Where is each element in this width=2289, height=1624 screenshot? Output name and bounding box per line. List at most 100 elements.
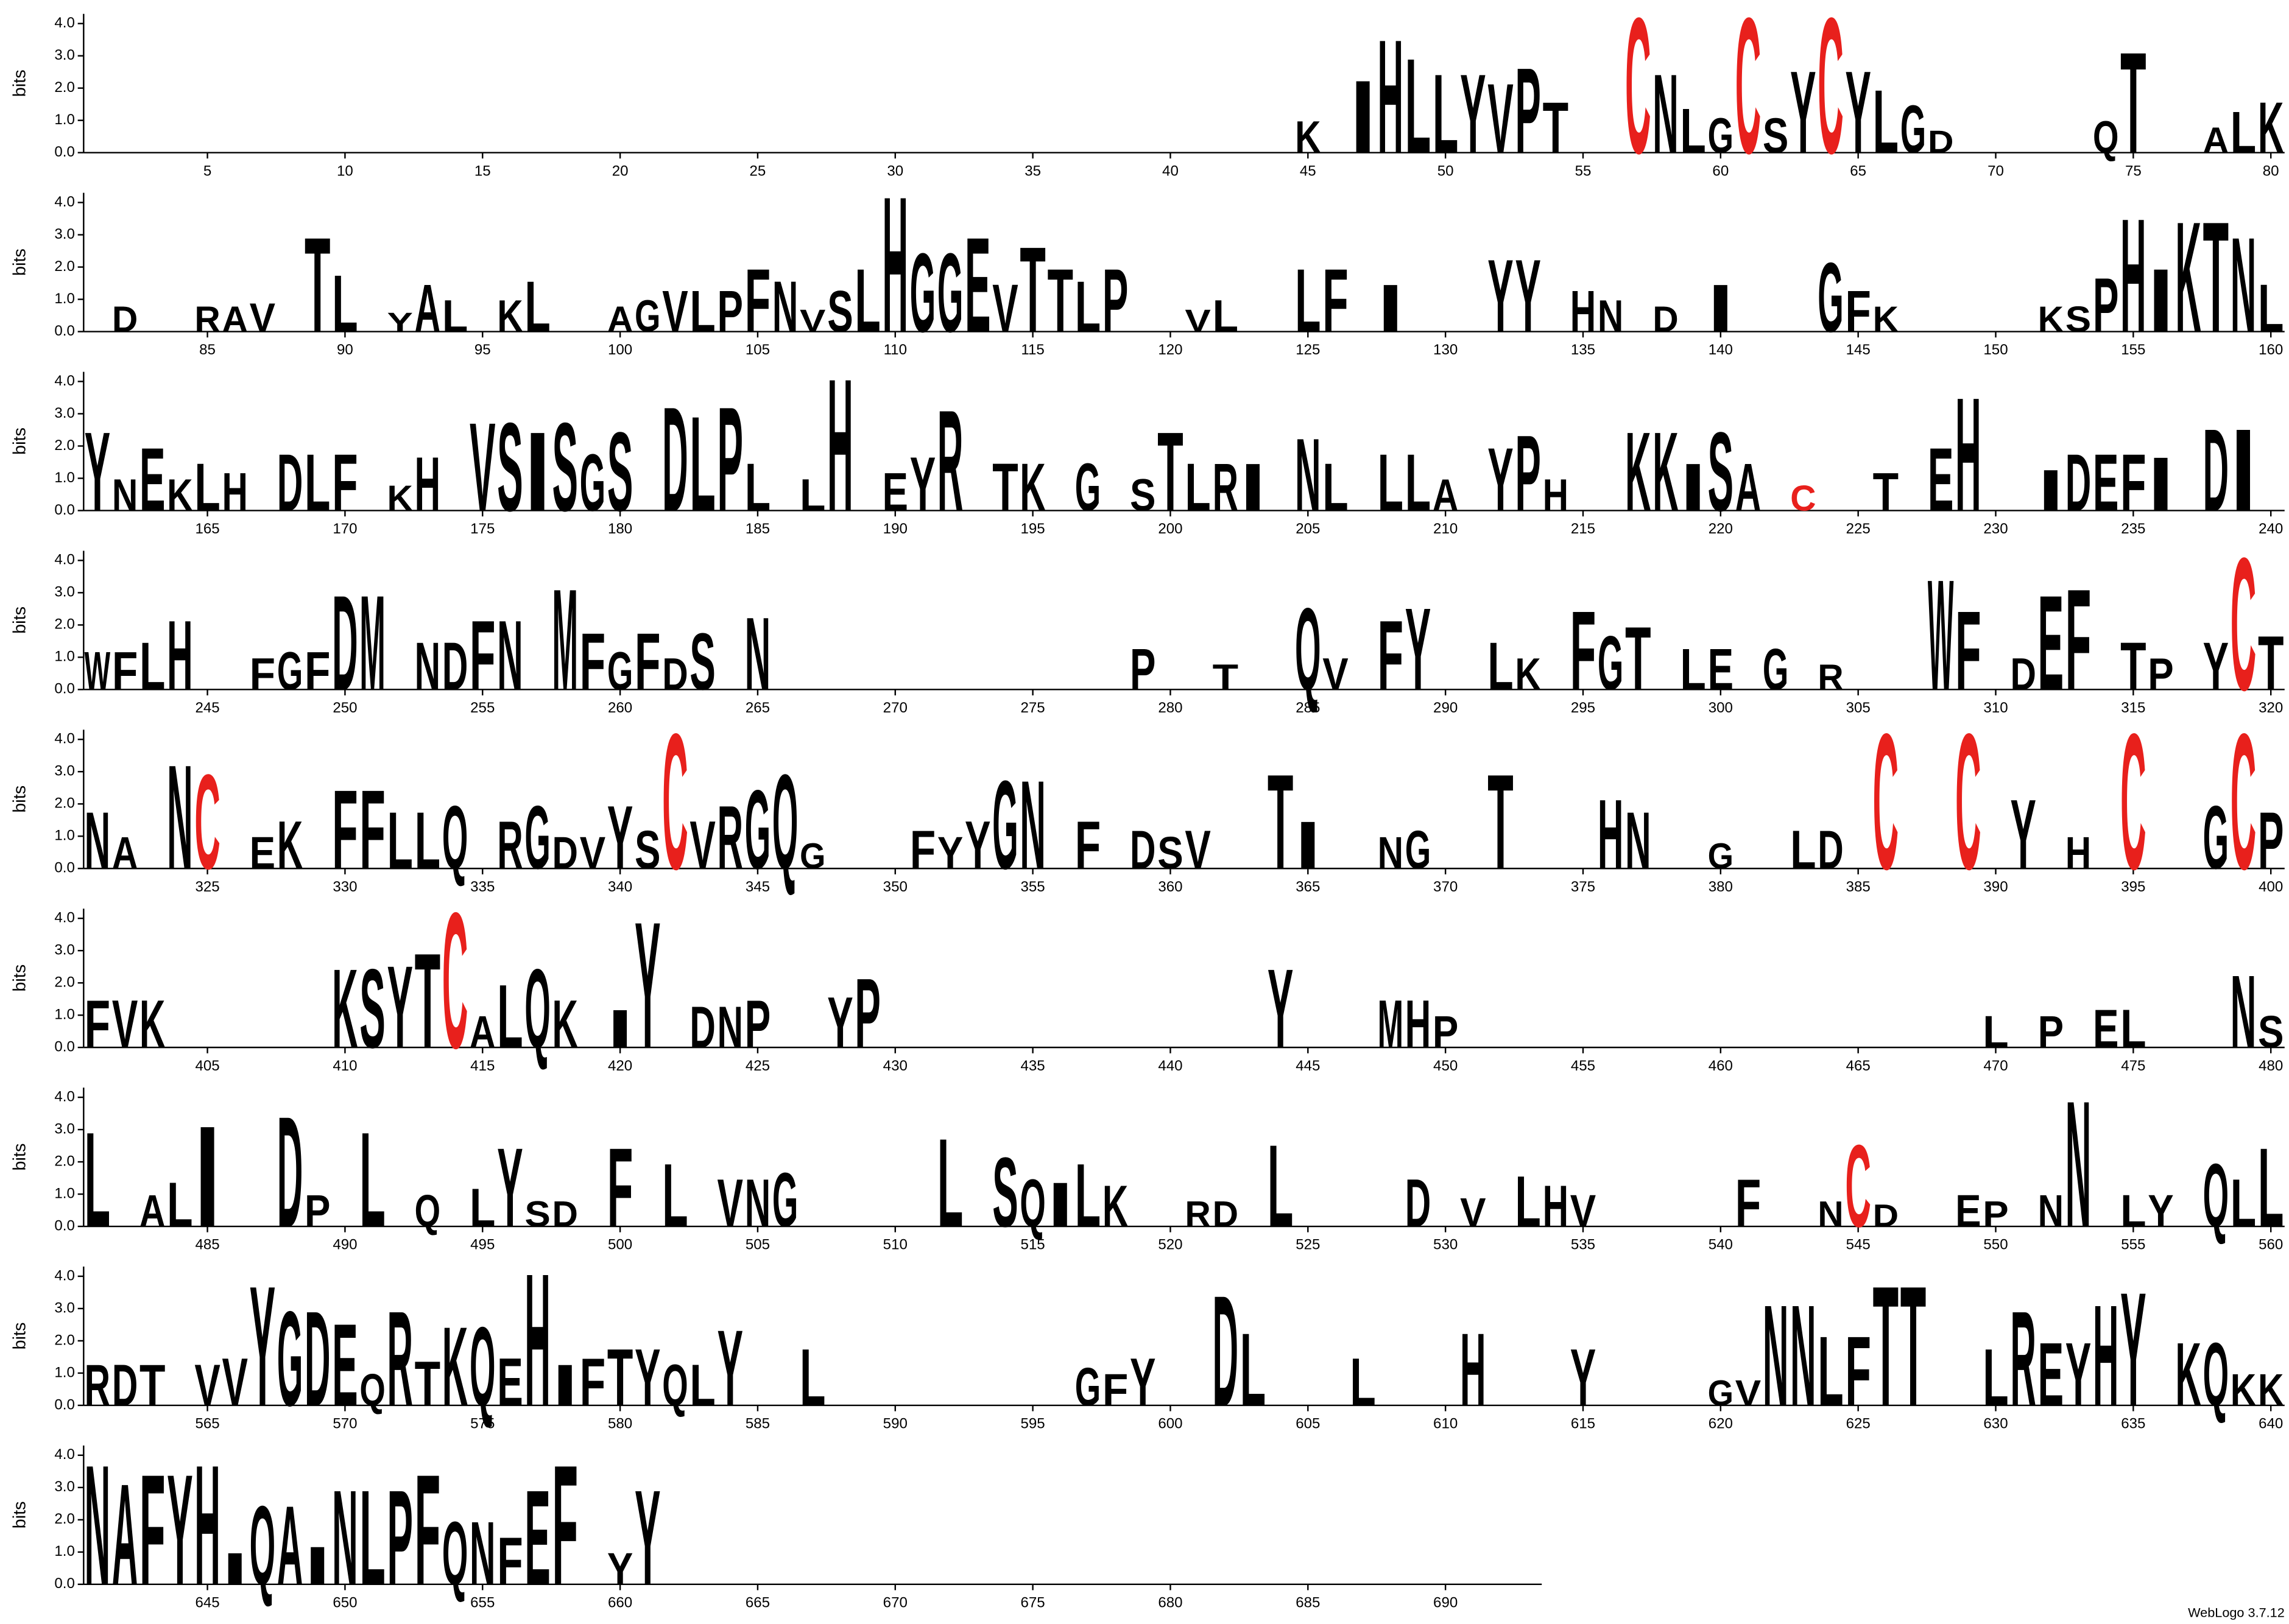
logo-letter: G [607,641,633,701]
logo-letter: D [690,995,715,1060]
y-tick-label: 1.0 [54,1185,74,1201]
logo-letter: C [2231,519,2256,731]
logo-letter: G [910,230,936,356]
logo-letter: P [718,377,743,543]
y-tick-label: 2.0 [54,1332,74,1348]
x-tick-label: 155 [2121,342,2145,358]
logo-letter: K [277,809,303,884]
logo-letter: K [1295,112,1321,163]
x-tick-label: 270 [883,700,908,716]
logo-letter: L [2231,1166,2256,1241]
x-tick-label: 635 [2121,1416,2145,1432]
logo-letter: K [332,946,358,1072]
logo-letter: S [827,279,853,345]
logo-letter: W [85,641,111,701]
logo-letter: L [305,438,330,529]
logo-letter: K [2231,1365,2256,1416]
x-tick-label: 655 [470,1595,495,1611]
logo-letter: V [470,396,495,537]
logo-letter: D [1652,300,1678,340]
logo-letter: F [552,1429,578,1621]
logo-letter: S [690,617,715,708]
logo-letter: G [937,230,963,356]
logo-letter: P [2258,796,2284,887]
x-tick-label: 125 [1296,342,1320,358]
x-tick-label: 290 [1433,700,1458,716]
logo-letter: L [1983,1007,2008,1058]
logo-letter: Q [2203,1324,2229,1425]
logo-letter: T [1873,1250,1899,1442]
logo-letter: L [359,1105,385,1256]
logo-letter: E [497,1345,523,1420]
logo-letter: G [800,837,825,877]
x-tick-label: 615 [1571,1416,1595,1432]
x-tick-label: 690 [1433,1595,1458,1611]
logo-letter: E [2038,568,2064,719]
x-tick-label: 460 [1709,1058,1733,1074]
x-tick-label: 490 [333,1237,357,1253]
logo-letter: K [1625,409,1651,535]
logo-letter: N [745,1166,771,1241]
logo-letter: Q [524,946,550,1072]
logo-letter: E [1928,429,1953,530]
x-tick-label: 215 [1571,521,1595,537]
logo-letter: F [1102,1365,1128,1416]
logo-letter: H [222,462,248,522]
logo-letter: G [1075,451,1101,526]
x-tick-label: 305 [1846,700,1871,716]
x-tick-label: 265 [746,700,770,716]
x-tick-label: 620 [1709,1416,1733,1432]
logo-letter: E [883,462,908,522]
x-tick-label: 415 [470,1058,495,1074]
x-tick-label: 650 [333,1595,357,1611]
x-tick-label: 250 [333,700,357,716]
logo-letter: F [359,767,385,893]
x-tick-label: 600 [1158,1416,1182,1432]
logo-letter: Y [497,1125,523,1251]
logo-letter: N [1625,796,1651,887]
x-tick-label: 235 [2121,521,2145,537]
logo-letter: L [1790,820,1816,881]
x-tick-label: 470 [1983,1058,2008,1074]
logo-letter: Q [2093,112,2118,163]
y-axis-label: bits [10,965,29,992]
x-tick-label: 505 [746,1237,770,1253]
logo-letter: S [607,409,633,535]
logo-letter: C [662,694,688,910]
logo-letter: P [1983,1194,2008,1234]
logo-letter: Y [910,442,936,527]
x-tick-label: 400 [2259,879,2283,895]
x-tick-label: 240 [2259,521,2283,537]
logo-letter: P [1515,412,1540,533]
logo-letter: H [167,600,192,711]
logo-letter: A [112,828,138,879]
y-tick-label: 1.0 [54,290,74,307]
logo-letter: H [2120,185,2146,367]
logo-letter: I [1350,59,1375,175]
logo-letter: R [194,300,220,340]
x-tick-label: 405 [195,1058,219,1074]
x-tick-label: 595 [1021,1416,1045,1432]
x-tick-label: 630 [1983,1416,2008,1432]
logo-letter: F [1955,588,1981,714]
logo-letter: G [277,1284,303,1435]
x-tick-label: 560 [2259,1237,2283,1253]
logo-letter: L [1818,1316,1843,1427]
y-tick-label: 3.0 [54,942,74,958]
logo-letter: L [1185,451,1210,526]
logo-letter: G [635,291,660,342]
logo-letter: G [1405,820,1431,881]
logo-letter: Y [1515,238,1540,354]
y-tick-label: 2.0 [54,79,74,96]
logo-letter: K [2038,300,2064,340]
logo-letter: Y [1570,1332,1596,1423]
x-tick-label: 105 [746,342,770,358]
logo-letter: S [2065,300,2091,340]
logo-letter: E [524,1463,550,1614]
x-tick-label: 165 [195,521,219,537]
logo-letter: K [1652,409,1678,535]
logo-letter: I [607,999,633,1060]
logo-letter: V [1735,1373,1761,1413]
logo-letter: I [222,1544,248,1594]
logo-letter: G [1763,637,1788,702]
